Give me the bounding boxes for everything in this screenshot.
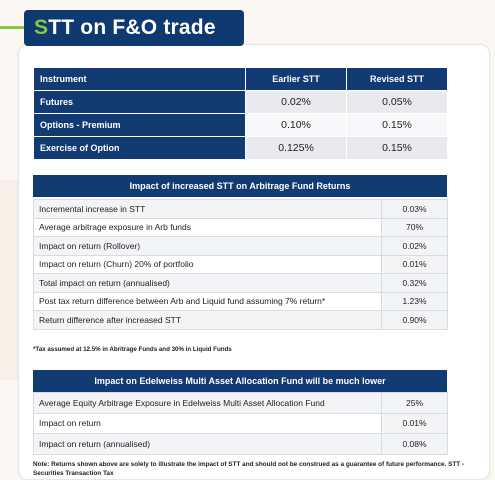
column-header-earlier-stt: Earlier STT: [245, 67, 347, 91]
arbitrage-impact-title: Impact of increased STT on Arbitrage Fun…: [33, 175, 447, 197]
row-label: Total impact on return (annualised): [33, 273, 382, 293]
multi-asset-impact-table: Average Equity Arbitrage Exposure in Ede…: [33, 392, 448, 455]
title-accent-letter: S: [34, 16, 49, 39]
row-label: Impact on return (Rollover): [33, 236, 382, 256]
table-row: Average Equity Arbitrage Exposure in Ede…: [33, 392, 448, 414]
row-value: 0.02%: [381, 236, 448, 256]
tax-footnote: *Tax assumed at 12.5% in Abritrage Funds…: [33, 346, 232, 353]
row-label: Incremental increase in STT: [33, 199, 382, 219]
disclaimer-note: Note: Returns shown above are solely to …: [33, 461, 465, 477]
row-label: Average Equity Arbitrage Exposure in Ede…: [33, 392, 382, 414]
revised-stt-cell: 0.15%: [346, 113, 448, 137]
stt-rates-table: Instrument Earlier STT Revised STT Futur…: [33, 67, 448, 160]
table-row: Exercise of Option 0.125% 0.15%: [33, 136, 448, 160]
table-row: Impact on return 0.01%: [33, 412, 448, 434]
table-header-row: Instrument Earlier STT Revised STT: [33, 67, 448, 91]
column-header-instrument: Instrument: [33, 67, 246, 91]
table-row: Options - Premium 0.10% 0.15%: [33, 113, 448, 137]
table-row: Impact on return (annualised) 0.08%: [33, 433, 448, 455]
multi-asset-impact-title: Impact on Edelweiss Multi Asset Allocati…: [33, 370, 447, 392]
row-label: Post tax return difference between Arb a…: [33, 291, 382, 311]
earlier-stt-cell: 0.10%: [245, 113, 347, 137]
instrument-cell: Options - Premium: [33, 113, 246, 137]
table-row: Return difference after increased STT 0.…: [33, 310, 448, 330]
table-row: Futures 0.02% 0.05%: [33, 90, 448, 114]
revised-stt-cell: 0.15%: [346, 136, 448, 160]
row-value: 1.23%: [381, 291, 448, 311]
title-text: TT on F&O trade: [48, 16, 216, 39]
table-row: Impact on return (Rollover) 0.02%: [33, 236, 448, 256]
row-value: 0.03%: [381, 199, 448, 219]
row-label: Impact on return (Churn) 20% of portfoli…: [33, 254, 382, 274]
instrument-cell: Exercise of Option: [33, 136, 246, 160]
earlier-stt-cell: 0.02%: [245, 90, 347, 114]
row-value: 25%: [381, 392, 448, 414]
row-value: 0.08%: [381, 433, 448, 455]
row-label: Impact on return: [33, 412, 382, 434]
revised-stt-cell: 0.05%: [346, 90, 448, 114]
instrument-cell: Futures: [33, 90, 246, 114]
page-title: S TT on F&O trade: [24, 10, 244, 46]
table-row: Impact on return (Churn) 20% of portfoli…: [33, 254, 448, 274]
table-row: Average arbitrage exposure in Arb funds …: [33, 217, 448, 237]
row-value: 0.01%: [381, 254, 448, 274]
accent-line: [0, 26, 26, 29]
table-row: Total impact on return (annualised) 0.32…: [33, 273, 448, 293]
row-value: 0.32%: [381, 273, 448, 293]
arbitrage-impact-table: Incremental increase in STT 0.03% Averag…: [33, 199, 448, 330]
row-label: Average arbitrage exposure in Arb funds: [33, 217, 382, 237]
row-value: 0.90%: [381, 310, 448, 330]
row-value: 70%: [381, 217, 448, 237]
table-row: Post tax return difference between Arb a…: [33, 291, 448, 311]
earlier-stt-cell: 0.125%: [245, 136, 347, 160]
row-value: 0.01%: [381, 412, 448, 434]
row-label: Impact on return (annualised): [33, 433, 382, 455]
column-header-revised-stt: Revised STT: [346, 67, 448, 91]
table-row: Incremental increase in STT 0.03%: [33, 199, 448, 219]
row-label: Return difference after increased STT: [33, 310, 382, 330]
